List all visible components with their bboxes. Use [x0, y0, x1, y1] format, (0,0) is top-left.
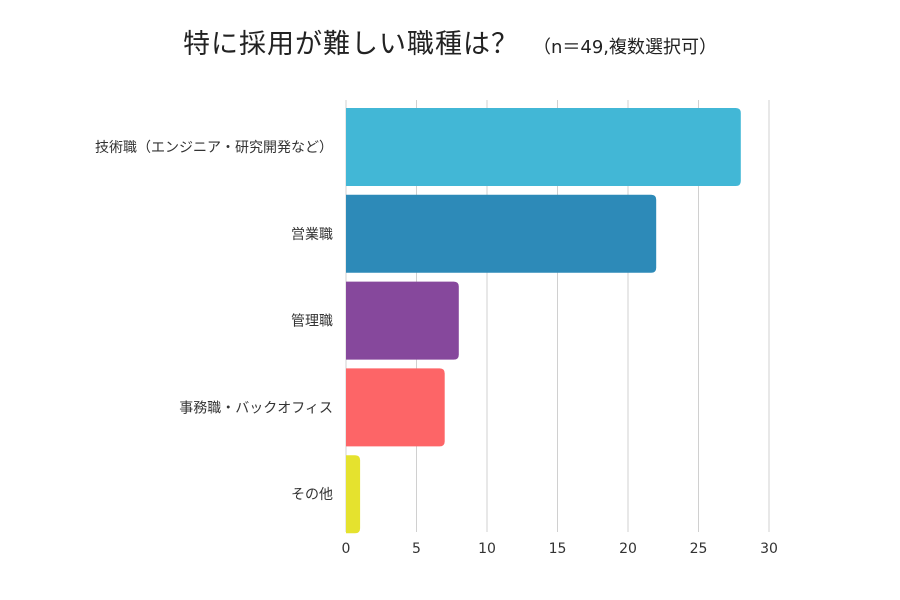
x-tick-label: 10: [478, 541, 496, 557]
bar: [346, 455, 361, 534]
category-label: その他: [291, 487, 333, 503]
x-tick-label: 5: [412, 541, 421, 557]
bar: [346, 281, 459, 360]
bar: [346, 194, 657, 273]
bar: [346, 368, 445, 447]
category-label: 営業職: [291, 227, 333, 243]
x-axis-ticks: 0 5 10 15 20 25 30: [342, 541, 778, 557]
x-tick-label: 0: [342, 541, 351, 557]
chart-title-main: 特に採用が難しい職種は？: [182, 29, 519, 60]
category-label: 技術職（エンジニア・研究開発など）: [95, 140, 333, 156]
x-tick-label: 20: [619, 541, 637, 557]
x-tick-label: 25: [690, 541, 708, 557]
chart-title: 特に採用が難しい職種は？ （n＝49,複数選択可）: [0, 22, 900, 61]
category-label: 管理職: [291, 314, 333, 330]
x-tick-label: 15: [549, 541, 567, 557]
x-tick-label: 30: [760, 541, 778, 557]
bar: [346, 108, 741, 186]
bars: [346, 108, 741, 534]
chart-subtitle: （n＝49,複数選択可）: [532, 37, 718, 58]
category-label: 事務職・バックオフィス: [179, 400, 333, 416]
